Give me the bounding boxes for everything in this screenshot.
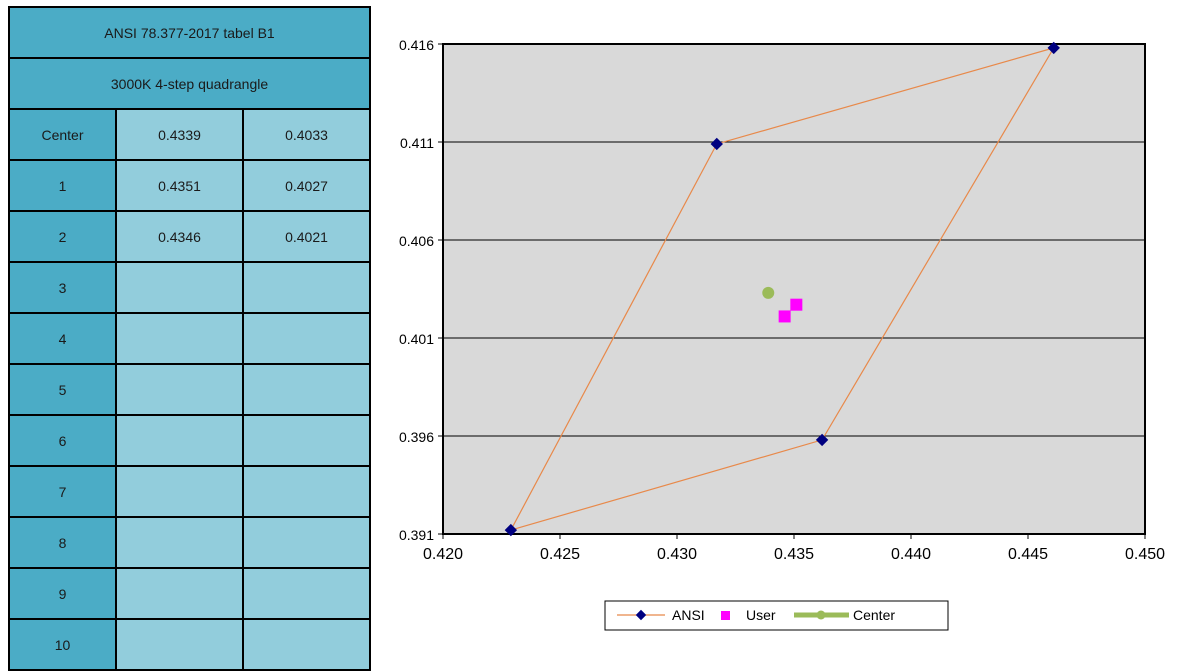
- x-tick-label: 0.420: [423, 546, 463, 563]
- table-row: 2 0.4346 0.4021: [8, 210, 372, 263]
- x-value-cell[interactable]: 0.4346: [115, 210, 244, 263]
- table-title: ANSI 78.377-2017 tabel B1: [7, 6, 372, 59]
- legend-center-marker: [816, 610, 826, 620]
- table-row: Center 0.4339 0.4033: [8, 108, 372, 161]
- legend-user-label: User: [746, 607, 776, 623]
- y-value-cell[interactable]: [241, 363, 372, 416]
- x-tick-label: 0.450: [1125, 546, 1165, 563]
- row-label[interactable]: 3: [8, 261, 117, 314]
- center-point: [762, 286, 775, 299]
- y-value-cell[interactable]: 0.4021: [241, 210, 372, 263]
- x-value-cell[interactable]: [115, 465, 244, 518]
- legend-ansi-marker: [635, 609, 647, 621]
- row-label[interactable]: 5: [8, 363, 117, 416]
- x-value-cell[interactable]: [115, 261, 244, 314]
- row-label[interactable]: 6: [8, 414, 117, 467]
- legend: ANSI User Center: [617, 607, 895, 623]
- row-label[interactable]: 10: [8, 618, 117, 671]
- y-value-cell[interactable]: [241, 312, 372, 365]
- x-value-cell[interactable]: [115, 414, 244, 467]
- row-label[interactable]: 7: [8, 465, 117, 518]
- x-value-cell[interactable]: 0.4339: [115, 108, 244, 161]
- row-label[interactable]: 9: [8, 567, 117, 620]
- x-value-cell[interactable]: 0.4351: [115, 159, 244, 212]
- table-row: 3: [8, 261, 372, 314]
- gridlines: [443, 141, 1145, 437]
- x-value-cell[interactable]: [115, 567, 244, 620]
- ansi-point: [815, 433, 829, 447]
- table-subtitle: 3000K 4-step quadrangle: [7, 57, 372, 110]
- table-row: 4: [8, 312, 372, 365]
- y-tick-label: 0.416: [399, 37, 434, 53]
- x-value-cell[interactable]: [115, 618, 244, 671]
- table-row: 7: [8, 465, 372, 518]
- x-value-cell[interactable]: [115, 516, 244, 569]
- table-row: 6: [8, 414, 372, 467]
- y-value-cell[interactable]: [241, 567, 372, 620]
- y-tick-label: 0.396: [399, 429, 434, 445]
- user-point: [778, 310, 791, 323]
- ansi-point: [710, 137, 723, 151]
- y-value-cell[interactable]: [241, 618, 372, 671]
- y-value-cell[interactable]: [241, 261, 372, 314]
- y-value-cell[interactable]: [241, 465, 372, 518]
- x-value-cell[interactable]: [115, 312, 244, 365]
- x-tick-label: 0.440: [891, 546, 931, 563]
- y-tick-label: 0.406: [399, 233, 434, 249]
- table-row: 10: [8, 618, 372, 671]
- row-label[interactable]: 1: [8, 159, 117, 212]
- x-tick-label: 0.430: [657, 546, 697, 563]
- user-point: [790, 298, 803, 311]
- y-tick-label: 0.391: [399, 527, 434, 543]
- row-label[interactable]: 2: [8, 210, 117, 263]
- y-value-cell[interactable]: [241, 516, 372, 569]
- row-label[interactable]: 8: [8, 516, 117, 569]
- legend-center-label: Center: [853, 607, 895, 623]
- y-axis-ticks: 0.391 0.396 0.401 0.406 0.411 0.416: [399, 37, 443, 543]
- y-value-cell[interactable]: [241, 414, 372, 467]
- legend-ansi-label: ANSI: [672, 607, 705, 623]
- y-value-cell[interactable]: 0.4033: [241, 108, 372, 161]
- y-value-cell[interactable]: 0.4027: [241, 159, 372, 212]
- table-row: 9: [8, 567, 372, 620]
- y-tick-label: 0.411: [400, 135, 434, 151]
- coordinates-table: ANSI 78.377-2017 tabel B1 3000K 4-step q…: [7, 6, 372, 671]
- x-tick-label: 0.435: [774, 546, 814, 563]
- x-tick-label: 0.425: [540, 546, 580, 563]
- x-axis-ticks: 0.420 0.425 0.430 0.435 0.440 0.445 0.450: [423, 534, 1165, 563]
- table-row: 1 0.4351 0.4027: [8, 159, 372, 212]
- table-row: 5: [8, 363, 372, 416]
- row-label[interactable]: Center: [8, 108, 117, 161]
- x-value-cell[interactable]: [115, 363, 244, 416]
- series-layer: [504, 41, 1060, 537]
- legend-user-marker: [721, 611, 730, 620]
- table-row: 8: [8, 516, 372, 569]
- ansi-point: [1047, 41, 1060, 55]
- row-label[interactable]: 4: [8, 312, 117, 365]
- x-tick-label: 0.445: [1008, 546, 1048, 563]
- plot-area: [442, 43, 1146, 535]
- y-tick-label: 0.401: [399, 331, 434, 347]
- ansi-point: [504, 523, 518, 537]
